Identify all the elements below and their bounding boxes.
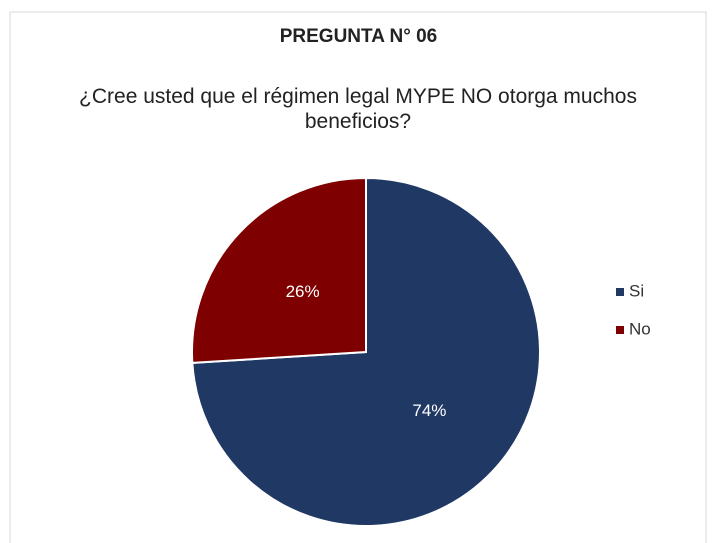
legend-swatch: [616, 326, 624, 334]
chart-frame: [9, 11, 707, 543]
data-label: 26%: [286, 282, 320, 301]
legend-label: No: [629, 319, 651, 338]
data-label: 74%: [412, 401, 446, 420]
chart-title: PREGUNTA N° 06: [279, 26, 438, 47]
pie-slice: [191, 176, 367, 364]
chart-subtitle: ¿Cree usted que el régimen legal MYPE NO…: [79, 85, 637, 133]
legend-label: Si: [629, 281, 644, 300]
legend-swatch: [616, 288, 624, 296]
